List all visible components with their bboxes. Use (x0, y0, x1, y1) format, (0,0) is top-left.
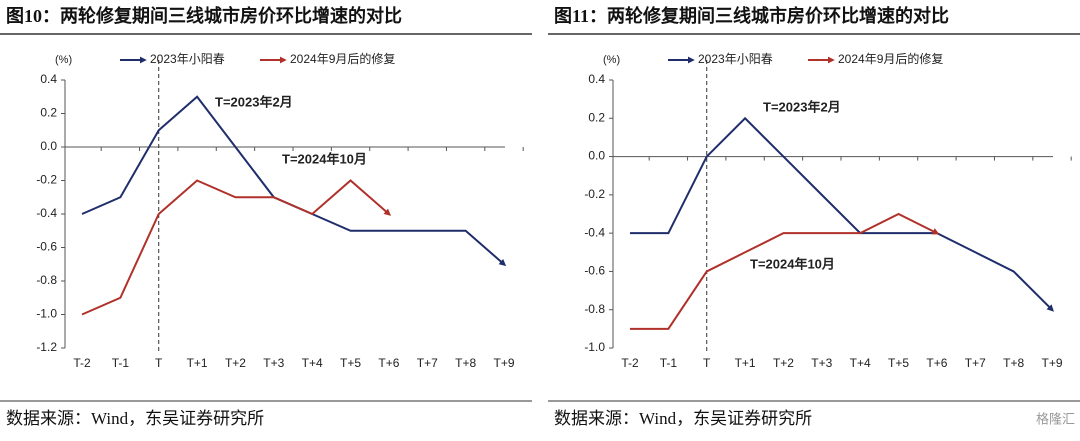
unit-label: (%) (55, 54, 72, 66)
x-tick-label: T+4 (302, 356, 323, 370)
x-tick-label: T+8 (455, 356, 476, 370)
x-tick-label: T+4 (850, 356, 871, 370)
x-tick-label: T+6 (378, 356, 399, 370)
series-line (81, 179, 392, 316)
chart-title: 图11：两轮修复期间三线城市房价环比增速的对比 (554, 5, 949, 26)
annotation: T=2024年10月 (750, 256, 835, 271)
y-tick-label: 0.4 (40, 72, 57, 86)
x-tick-label: T-2 (621, 356, 639, 370)
x-tick-label: T+2 (773, 356, 794, 370)
x-tick-label: T-1 (660, 356, 678, 370)
x-tick-label: T+7 (417, 356, 438, 370)
y-tick-label: -1.2 (36, 340, 57, 354)
x-tick-label: T+9 (1041, 356, 1062, 370)
y-tick-label: -0.4 (36, 206, 57, 220)
y-tick-label: 0.2 (40, 106, 57, 120)
source: 数据来源：Wind，东吴证券研究所 (554, 409, 812, 428)
series-line (81, 95, 507, 267)
chart-title: 图10：两轮修复期间三线城市房价环比增速的对比 (6, 5, 402, 26)
x-tick-label: T (703, 356, 711, 370)
x-tick-label: T-2 (73, 356, 91, 370)
y-tick-label: -0.6 (36, 240, 57, 254)
annotation: T=2024年10月 (282, 151, 367, 166)
y-tick-label: -0.8 (36, 273, 57, 287)
x-tick-label: T+7 (965, 356, 986, 370)
x-tick-label: T+5 (888, 356, 909, 370)
y-tick-label: -0.2 (584, 187, 605, 201)
unit-label: (%) (603, 54, 620, 66)
y-tick-label: -1.0 (36, 307, 57, 321)
x-tick-label: T+2 (225, 356, 246, 370)
legend-label: 2024年9月后的修复 (838, 51, 943, 66)
x-tick-label: T+1 (187, 356, 208, 370)
x-tick-label: T+8 (1003, 356, 1024, 370)
x-tick-label: T+6 (926, 356, 947, 370)
x-tick-label: T+3 (811, 356, 832, 370)
y-tick-label: 0.4 (588, 72, 605, 86)
series-line (630, 116, 1054, 312)
x-tick-label: T+3 (263, 356, 284, 370)
y-tick-label: 0.0 (40, 139, 57, 153)
y-tick-label: -0.6 (584, 264, 605, 278)
x-tick-label: T+5 (340, 356, 361, 370)
legend-label: 2023年小阳春 (150, 52, 225, 66)
watermark: 格隆汇 (1036, 411, 1075, 426)
x-tick-label: T-1 (112, 356, 130, 370)
y-tick-label: -1.0 (584, 340, 605, 354)
y-tick-label: -0.2 (36, 173, 57, 187)
annotation: T=2023年2月 (215, 94, 293, 109)
y-tick-label: 0.2 (588, 110, 605, 124)
x-tick-label: T+1 (735, 356, 756, 370)
legend-label: 2023年小阳春 (698, 52, 773, 66)
series-line (630, 212, 940, 330)
y-tick-label: -0.8 (584, 302, 605, 316)
x-tick-label: T (155, 356, 163, 370)
legend-label: 2024年9月后的修复 (290, 51, 395, 66)
y-tick-label: 0.0 (588, 149, 605, 163)
source: 数据来源：Wind，东吴证券研究所 (6, 409, 264, 428)
y-tick-label: -0.4 (584, 225, 605, 239)
x-tick-label: T+9 (493, 356, 514, 370)
annotation: T=2023年2月 (763, 99, 841, 114)
